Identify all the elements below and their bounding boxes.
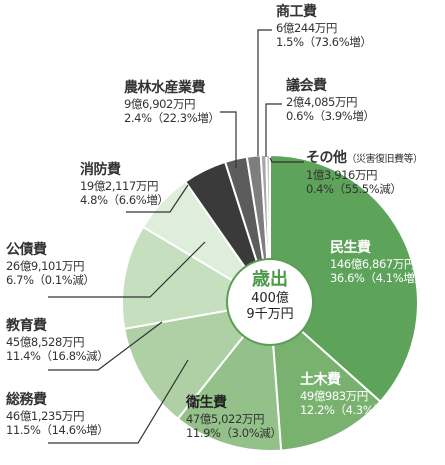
leader-line-6 [265, 103, 282, 157]
center-title: 歳出 [252, 269, 288, 290]
label-name: 商工費 [276, 4, 317, 20]
label-share: 1.5%（73.6%増） [276, 35, 372, 49]
label-doboku: 土木費 49億983万円 12.2%（4.3%減） [300, 372, 396, 417]
leader-line-2 [48, 241, 206, 298]
center-total: 歳出 400億 9千万円 [226, 258, 314, 346]
label-share: 11.9%（3.0%減） [186, 426, 282, 440]
leader-line-3 [126, 184, 189, 213]
leader-line-1 [48, 321, 163, 371]
label-amount: 9億6,902万円 [124, 97, 196, 111]
label-gikai: 議会費 2億4,085万円 0.6%（3.9%増） [286, 78, 375, 123]
label-shobo: 消防費 19億2,117万円 4.8%（6.6%増） [80, 162, 169, 207]
label-amount: 146億6,867万円 [330, 257, 415, 271]
label-name: 公債費 [6, 242, 47, 258]
label-name-row: その他（災害復旧費等） [306, 150, 423, 168]
center-value-line2: 9千万円 [246, 307, 294, 322]
label-amount: 1億3,916万円 [306, 168, 378, 182]
label-amount: 19億2,117万円 [80, 179, 159, 193]
pie-slice-1 [268, 300, 382, 452]
label-name: 議会費 [286, 78, 327, 94]
label-kyoiku: 教育費 45億8,528万円 11.4%（16.8%減） [6, 318, 109, 363]
label-name: 衛生費 [186, 395, 227, 411]
label-sonota: その他（災害復旧費等） 1億3,916万円 0.4%（55.5%減） [306, 150, 423, 196]
label-name: 民生費 [330, 240, 371, 256]
leader-line-7 [269, 157, 304, 163]
pie-slice-0 [269, 153, 419, 403]
label-share: 11.5%（14.6%増） [6, 423, 109, 437]
pie-slice-3 [123, 301, 273, 421]
label-kosai: 公債費 26億9,101万円 6.7%（0.1%減） [6, 242, 95, 287]
leader-line-5 [257, 29, 272, 156]
label-shoko: 商工費 6億244万円 1.5%（73.6%増） [276, 4, 372, 49]
label-name: 土木費 [300, 372, 341, 388]
leader-line-0 [48, 359, 189, 444]
label-name: 教育費 [6, 318, 47, 334]
label-amount: 6億244万円 [276, 21, 337, 35]
label-share: 36.6%（4.1%増） [330, 271, 426, 285]
label-somu: 総務費 46億1,235万円 11.5%（14.6%増） [6, 392, 109, 437]
center-value-line1: 400億 [251, 291, 289, 306]
label-share: 12.2%（4.3%減） [300, 403, 396, 417]
label-amount: 46億1,235万円 [6, 409, 85, 423]
label-share: 0.6%（3.9%増） [286, 109, 375, 123]
label-name: 消防費 [80, 162, 121, 178]
label-share: 4.8%（6.6%増） [80, 193, 169, 207]
label-name: その他 [306, 150, 347, 166]
label-note: （災害復旧費等） [346, 154, 424, 165]
label-name: 農林水産業費 [124, 80, 206, 96]
label-share: 6.7%（0.1%減） [6, 273, 95, 287]
label-share: 0.4%（55.5%減） [306, 182, 402, 196]
label-amount: 49億983万円 [300, 389, 368, 403]
label-share: 11.4%（16.8%減） [6, 349, 109, 363]
label-name: 総務費 [6, 392, 47, 408]
label-amount: 2億4,085万円 [286, 95, 358, 109]
label-amount: 26億9,101万円 [6, 259, 85, 273]
label-norin: 農林水産業費 9億6,902万円 2.4%（22.3%増） [124, 80, 220, 125]
label-amount: 45億8,528万円 [6, 335, 85, 349]
label-amount: 47億5,022万円 [186, 412, 265, 426]
leader-line-4 [220, 111, 237, 168]
label-minsei: 民生費 146億6,867万円 36.6%（4.1%増） [330, 240, 426, 285]
label-share: 2.4%（22.3%増） [124, 111, 220, 125]
label-eisei: 衛生費 47億5,022万円 11.9%（3.0%減） [186, 395, 282, 440]
